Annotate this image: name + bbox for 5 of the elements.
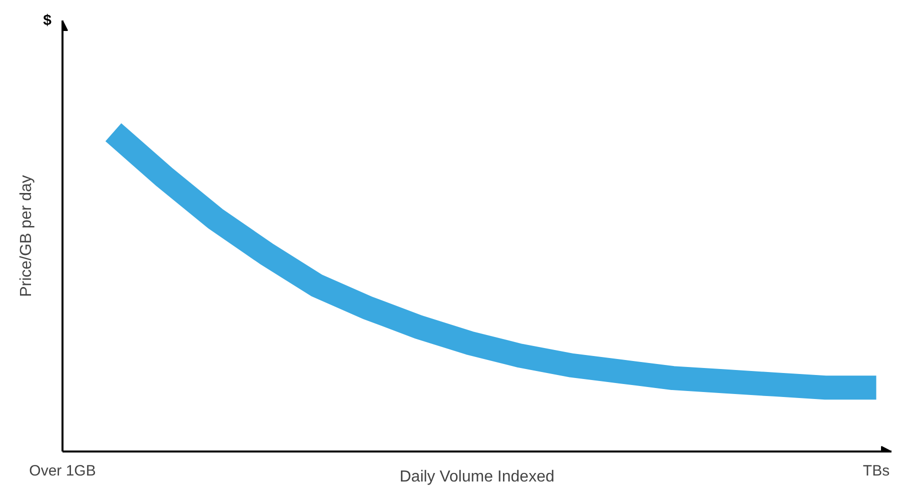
x-tick-label: Over 1GB [29,462,96,480]
y-axis-title: Price/GB per day [18,175,36,297]
x-tick-label: TBs [862,462,890,480]
x-axis-title: Daily Volume Indexed [400,468,554,486]
text: $ [43,12,52,29]
